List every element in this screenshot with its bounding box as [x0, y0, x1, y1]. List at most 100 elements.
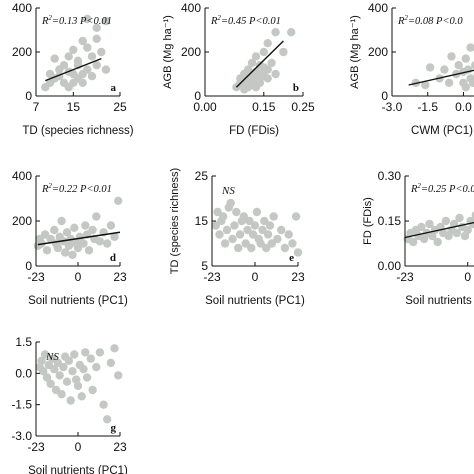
x-tick-label: 23 [113, 440, 127, 454]
data-point [87, 52, 97, 61]
data-point [263, 230, 273, 239]
y-tick-label: 0 [194, 89, 201, 103]
x-tick-label: 0.25 [291, 100, 315, 114]
x-tick-label: 0.15 [252, 100, 276, 114]
data-point [55, 371, 64, 380]
x-axis-label: CWM (PC1) [411, 125, 473, 137]
data-point [110, 344, 119, 353]
x-tick-label: 0.0 [455, 100, 472, 114]
y-tick-label: 200 [181, 45, 201, 59]
data-point [269, 212, 278, 221]
data-point [263, 39, 272, 48]
data-point [83, 65, 92, 74]
data-point [60, 248, 70, 257]
x-tick-label: -1.5 [417, 100, 438, 114]
trend-line [235, 40, 284, 88]
x-tick-label: 0 [464, 270, 471, 284]
trend-line [37, 231, 121, 246]
data-point [42, 373, 52, 382]
data-point [68, 250, 77, 259]
data-point [59, 362, 68, 372]
y-axis-label: FD (FDis) [362, 197, 374, 245]
y-tick-label: 1.5 [15, 335, 32, 349]
data-point [409, 237, 418, 247]
data-point [97, 47, 106, 57]
data-point [70, 350, 79, 359]
data-point [247, 243, 256, 253]
data-point [83, 43, 92, 52]
data-point [444, 78, 454, 88]
y-tick-label: 400 [181, 1, 201, 15]
data-point [288, 239, 297, 248]
panel-e: 5 15 25 -23 0 23 Soil nutrients (PC1) TD (speci… [169, 168, 305, 307]
x-axis-label: Soil nutrients (PC1) [28, 465, 128, 474]
x-tick-label: 23 [113, 270, 127, 284]
data-point [250, 221, 260, 230]
x-tick-label: 7 [33, 100, 40, 114]
data-point [92, 60, 101, 70]
y-tick-label: 0 [25, 89, 32, 103]
data-point [99, 400, 108, 409]
data-point [78, 78, 87, 88]
data-point [466, 43, 474, 52]
r2-annotation: R2=0.13 P<0.01 [41, 14, 112, 27]
data-point [81, 348, 90, 357]
data-point [79, 365, 88, 374]
data-point [228, 234, 237, 244]
data-point [241, 239, 250, 248]
data-point [92, 34, 101, 43]
data-point [263, 74, 272, 83]
data-point [215, 230, 224, 239]
data-point [53, 243, 63, 253]
x-tick-label: 0 [75, 270, 82, 284]
x-tick-label: 15 [67, 100, 81, 114]
x-tick-label: 25 [113, 100, 127, 114]
data-point [425, 63, 435, 72]
data-point [234, 243, 243, 253]
data-point [469, 219, 474, 229]
data-point [42, 246, 52, 255]
data-point [440, 65, 449, 74]
data-point [471, 211, 474, 219]
data-point [245, 216, 254, 226]
data-point [461, 54, 470, 63]
data-point [50, 225, 59, 235]
data-point [114, 371, 123, 380]
data-point [62, 228, 72, 237]
data-point [291, 212, 301, 221]
data-point [103, 239, 112, 248]
data-point [452, 228, 461, 238]
data-point [73, 381, 83, 391]
data-point [95, 348, 105, 357]
data-point [259, 47, 268, 57]
y-tick-label: 400 [12, 1, 32, 15]
data-point [73, 56, 83, 65]
ns-annotation: NS [221, 185, 235, 197]
y-tick-label: 200 [12, 45, 32, 59]
data-point [265, 221, 275, 230]
data-point [92, 362, 101, 372]
panel-letter: e [289, 252, 294, 264]
data-point [62, 377, 72, 386]
data-point [59, 60, 69, 70]
panel-f: 0.00 0.15 0.30 -23 0 Soil nutrients (PC FD (FD… [362, 169, 474, 307]
data-point [271, 69, 280, 79]
data-point [70, 223, 79, 232]
data-point [267, 58, 276, 68]
data-point [263, 65, 272, 74]
y-tick-label: 25 [195, 169, 209, 183]
data-point [262, 243, 271, 253]
data-point [471, 61, 474, 70]
x-tick-label: -23 [203, 270, 221, 284]
data-point [86, 354, 96, 363]
data-point [213, 207, 222, 217]
data-point [40, 350, 50, 359]
data-point [433, 237, 442, 247]
x-tick-label: 0.00 [193, 100, 217, 114]
data-point [463, 225, 472, 235]
y-tick-label: 5 [201, 259, 208, 273]
data-point [230, 221, 239, 230]
data-point [248, 230, 258, 239]
data-point [82, 373, 92, 382]
r2-annotation: R2=0.08 P<0.0 [397, 14, 463, 27]
